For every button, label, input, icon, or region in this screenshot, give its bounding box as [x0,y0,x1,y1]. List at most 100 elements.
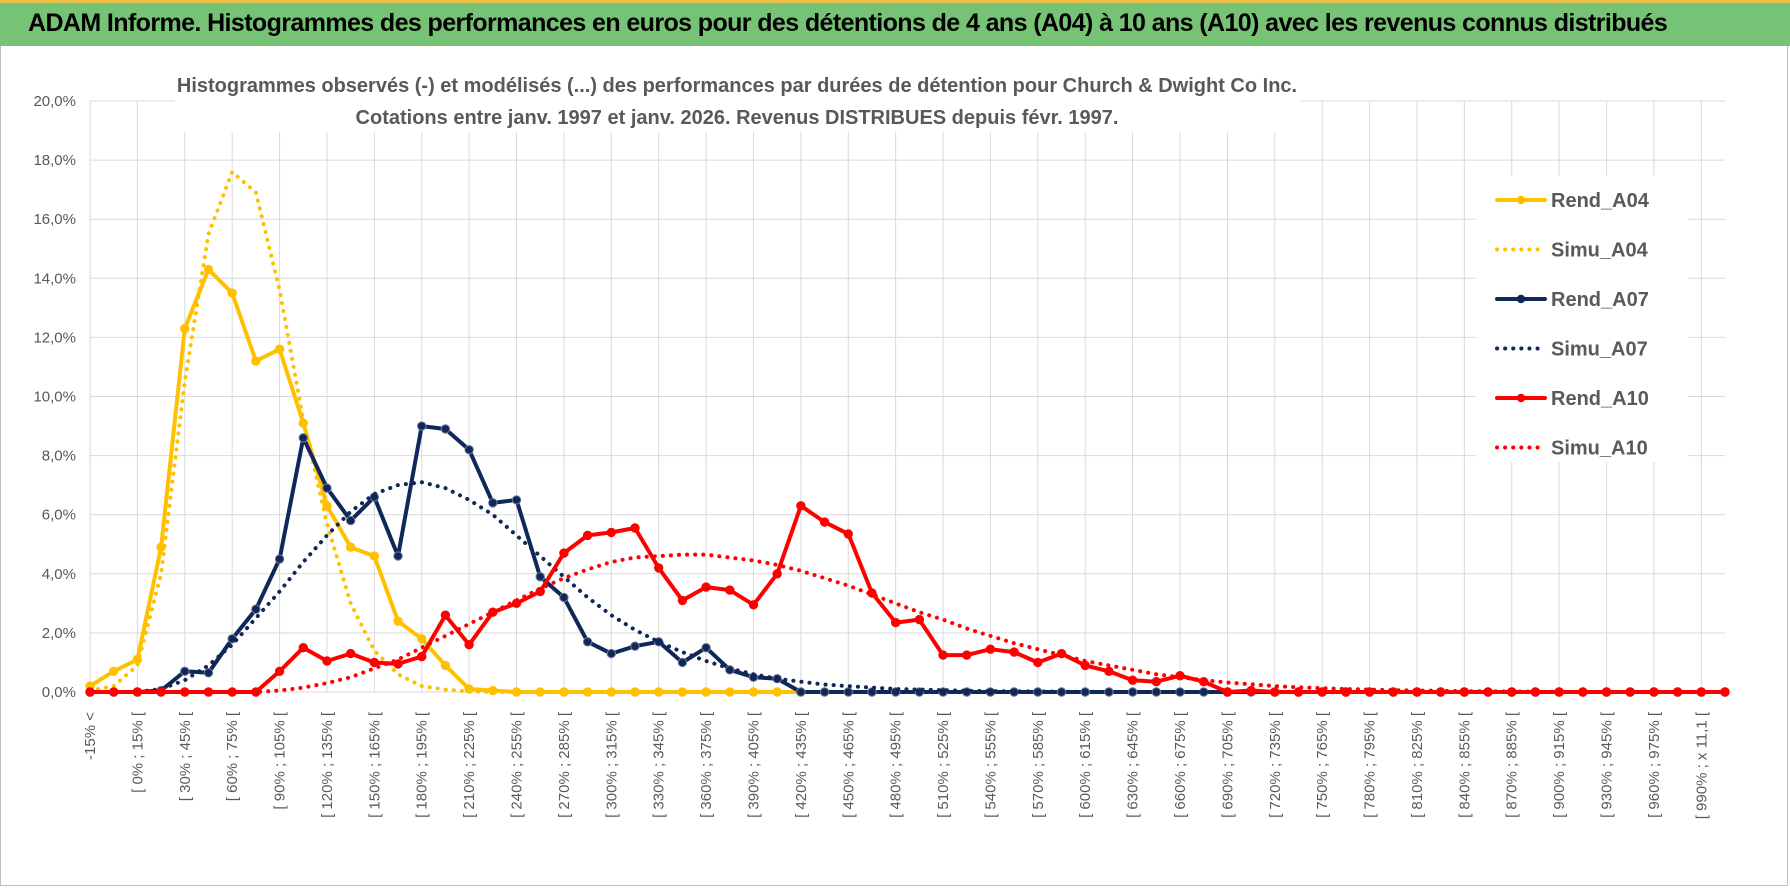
data-point-rend-a10 [985,644,996,654]
series-line-rend-a10 [88,503,1727,694]
data-point-rend-a04 [393,616,403,626]
data-point-rend-a10 [1009,647,1019,657]
x-tick-label: [ 600% ; 615% [ [1077,711,1094,818]
chart-subtitle: Cotations entre janv. 1997 et janv. 2026… [356,107,1119,129]
data-point-rend-a10 [725,585,735,595]
data-point-rend-a10 [606,527,617,538]
data-point-rend-a07 [345,515,356,526]
x-tick-label: [ 420% ; 435% [ [793,711,810,818]
x-tick-label: [ 60% ; 75% [ [224,711,241,801]
x-tick-label: [ 330% ; 345% [ [651,711,668,818]
x-tick-label: [ 630% ; 645% [ [1125,711,1142,818]
data-point-rend-a04 [345,542,356,552]
data-point-rend-a10 [582,530,593,541]
legend-item-simu-a07: Simu_A07 [1495,339,1648,361]
y-tick-label: 10,0% [33,389,76,406]
x-tick-label: [ 240% ; 255% [ [509,711,526,818]
data-point-rend-a07 [251,604,261,614]
data-point-rend-a07 [417,421,427,431]
data-point-rend-a04 [180,323,190,334]
data-point-rend-a10 [819,517,830,527]
series-line-simu-a10 [88,552,1727,694]
y-tick-label: 16,0% [33,211,76,228]
x-tick-label: [ 360% ; 375% [ [698,711,715,818]
x-tick-label: [ 90% ; 105% [ [272,711,289,809]
data-point-rend-a10 [417,651,427,662]
data-point-rend-a07 [701,642,711,653]
data-point-rend-a04 [227,288,237,298]
data-point-rend-a10 [914,614,925,625]
data-point-rend-a10 [322,656,332,666]
data-point-rend-a07 [322,483,332,493]
data-point-rend-a10 [938,650,948,660]
legend-item-simu-a10: Simu_A10 [1495,438,1648,460]
x-tick-label: [ 450% ; 465% [ [840,711,857,818]
legend-item-rend-a10: Rend_A10 [1495,388,1649,410]
series-simu-a07 [88,480,1727,694]
data-point-rend-a10 [772,569,782,579]
data-point-rend-a10 [1127,675,1138,685]
data-point-rend-a10 [393,659,403,669]
series-line-rend-a07 [88,424,1727,694]
data-point-rend-a07 [582,637,593,647]
x-tick-label: [ 300% ; 315% [ [603,711,620,818]
data-point-rend-a10 [1293,687,1304,697]
data-point-rend-a10 [843,529,853,539]
x-tick-label: [ 0% ; 15% [ [129,711,146,793]
x-tick-label: [ 780% ; 795% [ [1362,711,1379,818]
x-tick-label: [ 840% ; 855% [ [1456,711,1473,818]
legend-label: Rend_A07 [1551,289,1649,311]
y-tick-label: 14,0% [33,270,76,287]
header-title: ADAM Informe. Histogrammes des performan… [28,9,1668,37]
header-banner: ADAM Informe. Histogrammes des performan… [0,0,1790,46]
data-point-rend-a07 [203,668,214,678]
chart-frame [0,46,1788,886]
data-point-rend-a10 [369,657,380,668]
legend: Rend_A04 Simu_A04 Rend_A07 Simu_A07 Rend_A10… [1476,176,1688,462]
x-tick-label: [ 150% ; 165% [ [366,711,383,818]
data-point-rend-a07 [867,687,877,697]
legend-label: Simu_A04 [1551,240,1649,262]
data-point-rend-a10 [890,617,901,628]
data-point-rend-a07 [606,648,617,659]
data-point-rend-a04 [417,634,427,644]
data-point-rend-a07 [819,687,830,697]
data-point-rend-a04 [108,666,119,677]
x-tick-label: [ 960% ; 975% [ [1646,711,1663,818]
data-point-rend-a07 [180,666,190,677]
y-tick-label: 18,0% [33,152,76,169]
data-point-rend-a10 [559,548,569,558]
chart-title: Histogrammes observés (-) et modélisés (… [177,75,1297,97]
legend-label: Rend_A04 [1551,190,1650,212]
data-point-rend-a10 [962,650,972,660]
data-point-rend-a07 [796,687,806,697]
y-tick-label: 8,0% [42,448,76,465]
data-point-rend-a10 [1151,676,1162,687]
x-tick-label: [ 510% ; 525% [ [935,711,952,818]
x-tick-label: -15% < [82,712,99,760]
legend-item-rend-a07: Rend_A07 [1495,289,1649,311]
x-tick-label: [ 540% ; 555% [ [982,711,999,818]
data-point-rend-a10 [1222,687,1233,697]
x-tick-label: [ 900% ; 915% [ [1551,711,1568,818]
data-point-rend-a10 [1246,685,1256,696]
data-point-rend-a10 [1033,657,1043,668]
data-point-rend-a04 [440,660,451,671]
data-point-rend-a10 [796,501,806,511]
x-tick-label: [ 990% ; x 11,1 [ [1693,711,1710,819]
x-tick-label: [ 480% ; 495% [ [888,711,905,818]
legend-item-simu-a04: Simu_A04 [1495,240,1649,262]
data-point-rend-a10 [274,666,285,677]
data-point-rend-a10 [1270,687,1280,697]
series-rend-a07 [85,421,1730,697]
data-point-rend-a10 [298,642,308,653]
x-tick-label: [ 390% ; 405% [ [745,711,762,818]
data-point-rend-a10 [677,595,688,606]
x-tick-label: [ 870% ; 885% [ [1504,711,1521,818]
data-point-rend-a04 [488,685,498,696]
data-point-rend-a07 [511,495,522,505]
x-tick-label: [ 570% ; 585% [ [1030,711,1047,818]
data-point-rend-a07 [535,572,545,582]
data-point-rend-a07 [488,498,498,508]
legend-marker [1516,195,1526,205]
